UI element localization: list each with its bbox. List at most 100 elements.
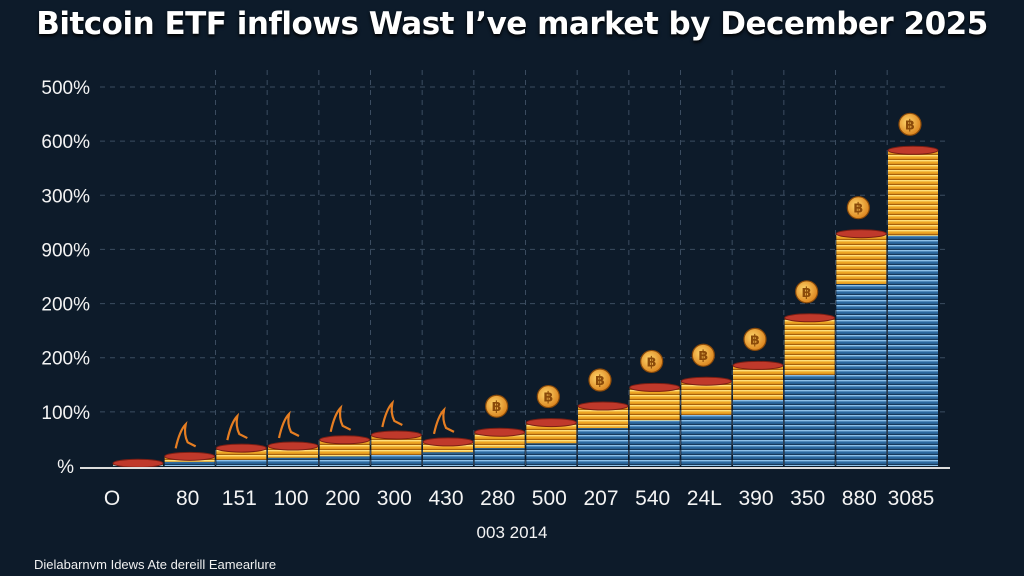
bar-blue-coins [216, 459, 267, 466]
bar-top-coin [267, 441, 319, 451]
bar-blue-coins [268, 457, 318, 466]
bar-blue-coins [319, 456, 370, 466]
x-tick-label: 200 [325, 487, 360, 510]
x-tick-label: 280 [480, 487, 515, 510]
bar-gold-coins [371, 434, 422, 455]
bar-blue-coins [784, 375, 835, 466]
bar-gold-coins [784, 317, 835, 376]
bar-gold-coins [681, 381, 732, 415]
x-tick-label: 430 [428, 487, 463, 510]
x-tick-label: 3085 [888, 487, 935, 510]
bar-blue-coins [733, 399, 783, 466]
bitcoin-coin-icon [898, 112, 922, 136]
bar-gold-coins [423, 441, 473, 453]
bitcoin-symbol-icon: ฿ [750, 332, 760, 348]
bar-top-coin [319, 435, 371, 445]
bitcoin-coin-icon [485, 394, 509, 418]
chart-title: Bitcoin ETF inflows Wast I’ve market by … [36, 6, 988, 42]
x-tick-label: 350 [790, 487, 825, 510]
bitcoin-symbol-icon: ฿ [595, 373, 605, 389]
bar-gold-coins [888, 150, 938, 236]
x-tick-label: 24L [687, 487, 722, 510]
y-tick-label: 500% [41, 78, 90, 99]
bar-top-coin [887, 145, 939, 155]
bar-blue-coins [888, 235, 938, 466]
x-tick-label: 300 [377, 487, 412, 510]
bitcoin-symbol-icon: ฿ [853, 201, 863, 217]
bar-blue-coins [423, 452, 473, 466]
trend-arrow-icon [277, 410, 300, 439]
bitcoin-symbol-icon: ฿ [647, 354, 657, 370]
y-axis: 500% 600% 300% 900% 200% 200% 100%% [41, 78, 90, 478]
x-axis-title: 003 2014 [477, 523, 548, 542]
bar-blue-coins [836, 284, 887, 466]
bar-top-coin [835, 229, 887, 239]
bitcoin-coin-icon [795, 280, 819, 304]
bar-top-coin [370, 430, 422, 440]
y-tick-label: 200% [41, 295, 90, 316]
bar-gold-coins [526, 422, 577, 444]
x-tick-label: 151 [222, 487, 257, 510]
bar-blue-coins [164, 461, 215, 466]
bar-blue-coins [371, 454, 422, 466]
y-tick-label: 200% [41, 349, 90, 370]
bar-gold-coins [836, 233, 887, 285]
y-tick-label: 900% [41, 240, 90, 261]
bar-top-coin [422, 437, 474, 447]
bitcoin-symbol-icon: ฿ [543, 390, 553, 406]
trend-arrow-icon [381, 399, 403, 428]
bar-gold-coins [319, 439, 370, 457]
bar-top-coin [525, 418, 577, 428]
bar-top-coin [577, 401, 629, 411]
bar-top-coin [732, 360, 784, 370]
bar-gold-coins [268, 446, 318, 458]
bar-top-coin [680, 376, 732, 386]
bar-gold-coins [733, 365, 783, 400]
bar-top-coin [474, 427, 526, 437]
x-tick-label: 207 [583, 487, 618, 510]
bar-top-coin [112, 458, 164, 468]
bitcoin-coin-icon [691, 343, 715, 367]
bar-blue-coins [681, 414, 732, 466]
bitcoin-coin-icon [640, 349, 664, 374]
x-axis: O 80 151 100 200 300 430 280 500 207 540 24L 390 350 8… [80, 467, 950, 510]
bitcoin-symbol-icon: ฿ [905, 117, 915, 133]
bar-blue-coins [578, 428, 628, 466]
bitcoin-symbol-icon: ฿ [802, 285, 812, 301]
trend-arrow-icon [174, 421, 197, 449]
grid-lines [100, 70, 950, 466]
x-tick-label: O [104, 487, 120, 510]
bitcoin-coin-icon [588, 368, 612, 392]
y-tick-label: 600% [41, 132, 90, 153]
trend-arrow-icon [329, 404, 352, 433]
bitcoin-coin-icon [743, 327, 767, 351]
x-tick-label: 80 [176, 487, 199, 510]
bar-gold-coins [216, 448, 267, 460]
x-tick-label: 100 [273, 487, 308, 510]
x-tick-label: 390 [738, 487, 773, 510]
footnote: Dielabarnvm Idews Ate dereill Eamearlure [34, 557, 277, 572]
bar-blue-coins [526, 443, 577, 466]
x-tick-label: 500 [532, 487, 567, 510]
bitcoin-coin-icon [846, 196, 870, 220]
bar-gold-coins [629, 387, 680, 421]
bar-top-coin [215, 443, 267, 453]
trend-arrow-icon [432, 406, 455, 435]
y-tick-label: 300% [41, 186, 90, 207]
trend-arrow-icon [226, 412, 248, 441]
bar-top-coin [164, 451, 216, 461]
bitcoin-symbol-icon: ฿ [698, 348, 708, 364]
bar-top-coin [784, 313, 836, 323]
x-tick-label: 880 [842, 487, 877, 510]
bitcoin-coin-icon [536, 384, 560, 409]
y-tick-label: 100% [41, 403, 90, 424]
bar-blue-coins [629, 420, 680, 466]
y-tick-label: % [57, 457, 74, 478]
bars: ฿฿฿฿ ฿฿฿฿฿ [112, 112, 939, 468]
x-tick-label: 540 [635, 487, 670, 510]
bar-top-coin [629, 382, 681, 392]
bitcoin-symbol-icon: ฿ [492, 399, 502, 415]
bar-blue-coins [474, 448, 525, 466]
bar-gold-coins [578, 406, 628, 429]
